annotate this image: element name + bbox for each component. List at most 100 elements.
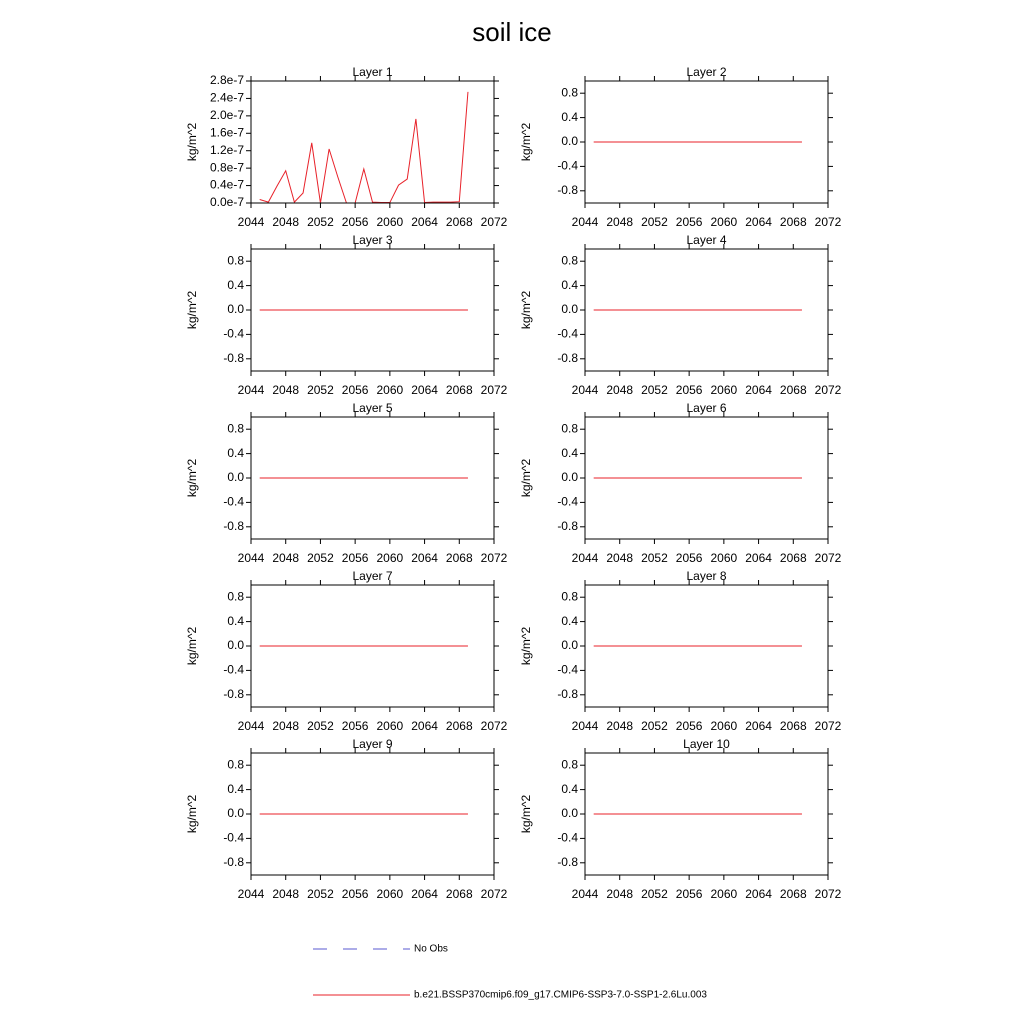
y-tick-label: 2.0e-7 (210, 108, 244, 122)
y-tick-label: 0.8 (561, 253, 578, 267)
x-tick-label: 2052 (307, 215, 334, 229)
legend-label: b.e21.BSSP370cmip6.f09_g17.CMIP6-SSP3-7.… (414, 990, 707, 1001)
x-tick-label: 2052 (641, 551, 668, 565)
y-tick-label: 0.4 (561, 614, 578, 628)
y-tick-label: -0.4 (223, 327, 244, 341)
y-tick-label: 0.8 (227, 757, 244, 771)
x-tick-label: 2064 (745, 215, 772, 229)
x-tick-label: 2072 (481, 215, 508, 229)
y-tick-label: 0.8 (561, 589, 578, 603)
x-tick-label: 2048 (606, 383, 633, 397)
y-tick-label: 0.0 (561, 134, 578, 148)
panel-title: Layer 4 (686, 233, 726, 247)
x-tick-label: 2044 (238, 383, 265, 397)
y-tick-label: 0.0 (561, 806, 578, 820)
x-tick-label: 2044 (572, 383, 599, 397)
x-tick-label: 2068 (780, 719, 807, 733)
y-tick-label: -0.8 (223, 687, 244, 701)
y-tick-label: -0.8 (557, 351, 578, 365)
y-tick-label: 0.0e-7 (210, 195, 244, 209)
x-tick-label: 2056 (342, 551, 369, 565)
x-tick-label: 2068 (446, 887, 473, 901)
x-tick-label: 2056 (676, 383, 703, 397)
y-tick-label: -0.4 (557, 327, 578, 341)
panel-title: Layer 9 (352, 737, 392, 751)
x-tick-label: 2048 (606, 887, 633, 901)
x-tick-label: 2060 (377, 719, 404, 733)
y-tick-label: 0.0 (227, 806, 244, 820)
y-tick-label: 0.4 (227, 446, 244, 460)
y-axis-label: kg/m^2 (519, 291, 533, 330)
x-tick-label: 2052 (307, 383, 334, 397)
y-tick-label: -0.8 (557, 687, 578, 701)
y-tick-label: -0.8 (557, 519, 578, 533)
y-tick-label: -0.8 (223, 855, 244, 869)
y-tick-label: -0.8 (557, 855, 578, 869)
x-tick-label: 2048 (272, 887, 299, 901)
x-tick-label: 2048 (272, 215, 299, 229)
plot-frame (250, 80, 495, 204)
x-tick-label: 2060 (711, 887, 738, 901)
y-tick-label: 0.8 (561, 757, 578, 771)
y-tick-label: 0.4 (227, 278, 244, 292)
y-tick-label: 2.4e-7 (210, 91, 244, 105)
y-tick-label: 0.8e-7 (210, 160, 244, 174)
y-tick-label: 0.4 (227, 614, 244, 628)
plot-frame (584, 248, 829, 372)
y-tick-label: 0.4 (561, 446, 578, 460)
y-tick-label: 0.8 (561, 85, 578, 99)
x-tick-label: 2060 (377, 215, 404, 229)
x-tick-label: 2052 (641, 719, 668, 733)
y-axis-label: kg/m^2 (519, 123, 533, 162)
x-tick-label: 2072 (481, 719, 508, 733)
y-tick-label: 0.0 (561, 470, 578, 484)
x-tick-label: 2044 (238, 719, 265, 733)
x-tick-label: 2072 (815, 215, 842, 229)
y-tick-label: 0.0 (227, 470, 244, 484)
y-tick-label: 0.4 (227, 782, 244, 796)
y-axis-label: kg/m^2 (519, 459, 533, 498)
x-tick-label: 2048 (606, 551, 633, 565)
y-tick-label: -0.4 (557, 831, 578, 845)
x-tick-label: 2068 (780, 551, 807, 565)
y-tick-label: -0.8 (223, 519, 244, 533)
y-tick-label: -0.4 (223, 495, 244, 509)
x-tick-label: 2056 (342, 215, 369, 229)
x-tick-label: 2048 (606, 719, 633, 733)
y-tick-label: -0.4 (557, 159, 578, 173)
y-tick-label: 0.8 (227, 589, 244, 603)
x-tick-label: 2056 (676, 215, 703, 229)
y-tick-label: 0.8 (227, 253, 244, 267)
panel-title: Layer 10 (683, 737, 730, 751)
y-tick-label: 0.4e-7 (210, 178, 244, 192)
x-tick-label: 2060 (377, 551, 404, 565)
x-tick-label: 2068 (780, 215, 807, 229)
x-tick-label: 2060 (711, 215, 738, 229)
panel-title: Layer 8 (686, 569, 726, 583)
x-tick-label: 2056 (342, 719, 369, 733)
x-tick-label: 2072 (815, 383, 842, 397)
x-tick-label: 2048 (272, 719, 299, 733)
y-tick-label: -0.4 (557, 663, 578, 677)
panel-title: Layer 7 (352, 569, 392, 583)
legend-label: No Obs (414, 944, 448, 955)
panel-title: Layer 6 (686, 401, 726, 415)
x-tick-label: 2056 (342, 887, 369, 901)
panel-title: Layer 5 (352, 401, 392, 415)
y-tick-label: 0.0 (561, 638, 578, 652)
x-tick-label: 2064 (411, 719, 438, 733)
y-axis-label: kg/m^2 (519, 627, 533, 666)
y-tick-label: 0.4 (561, 782, 578, 796)
x-tick-label: 2064 (411, 215, 438, 229)
plot-frame (250, 752, 495, 876)
x-tick-label: 2052 (641, 215, 668, 229)
plot-frame (250, 248, 495, 372)
x-tick-label: 2056 (676, 551, 703, 565)
x-tick-label: 2048 (606, 215, 633, 229)
x-tick-label: 2072 (481, 551, 508, 565)
data-line (259, 91, 469, 204)
x-tick-label: 2044 (238, 551, 265, 565)
